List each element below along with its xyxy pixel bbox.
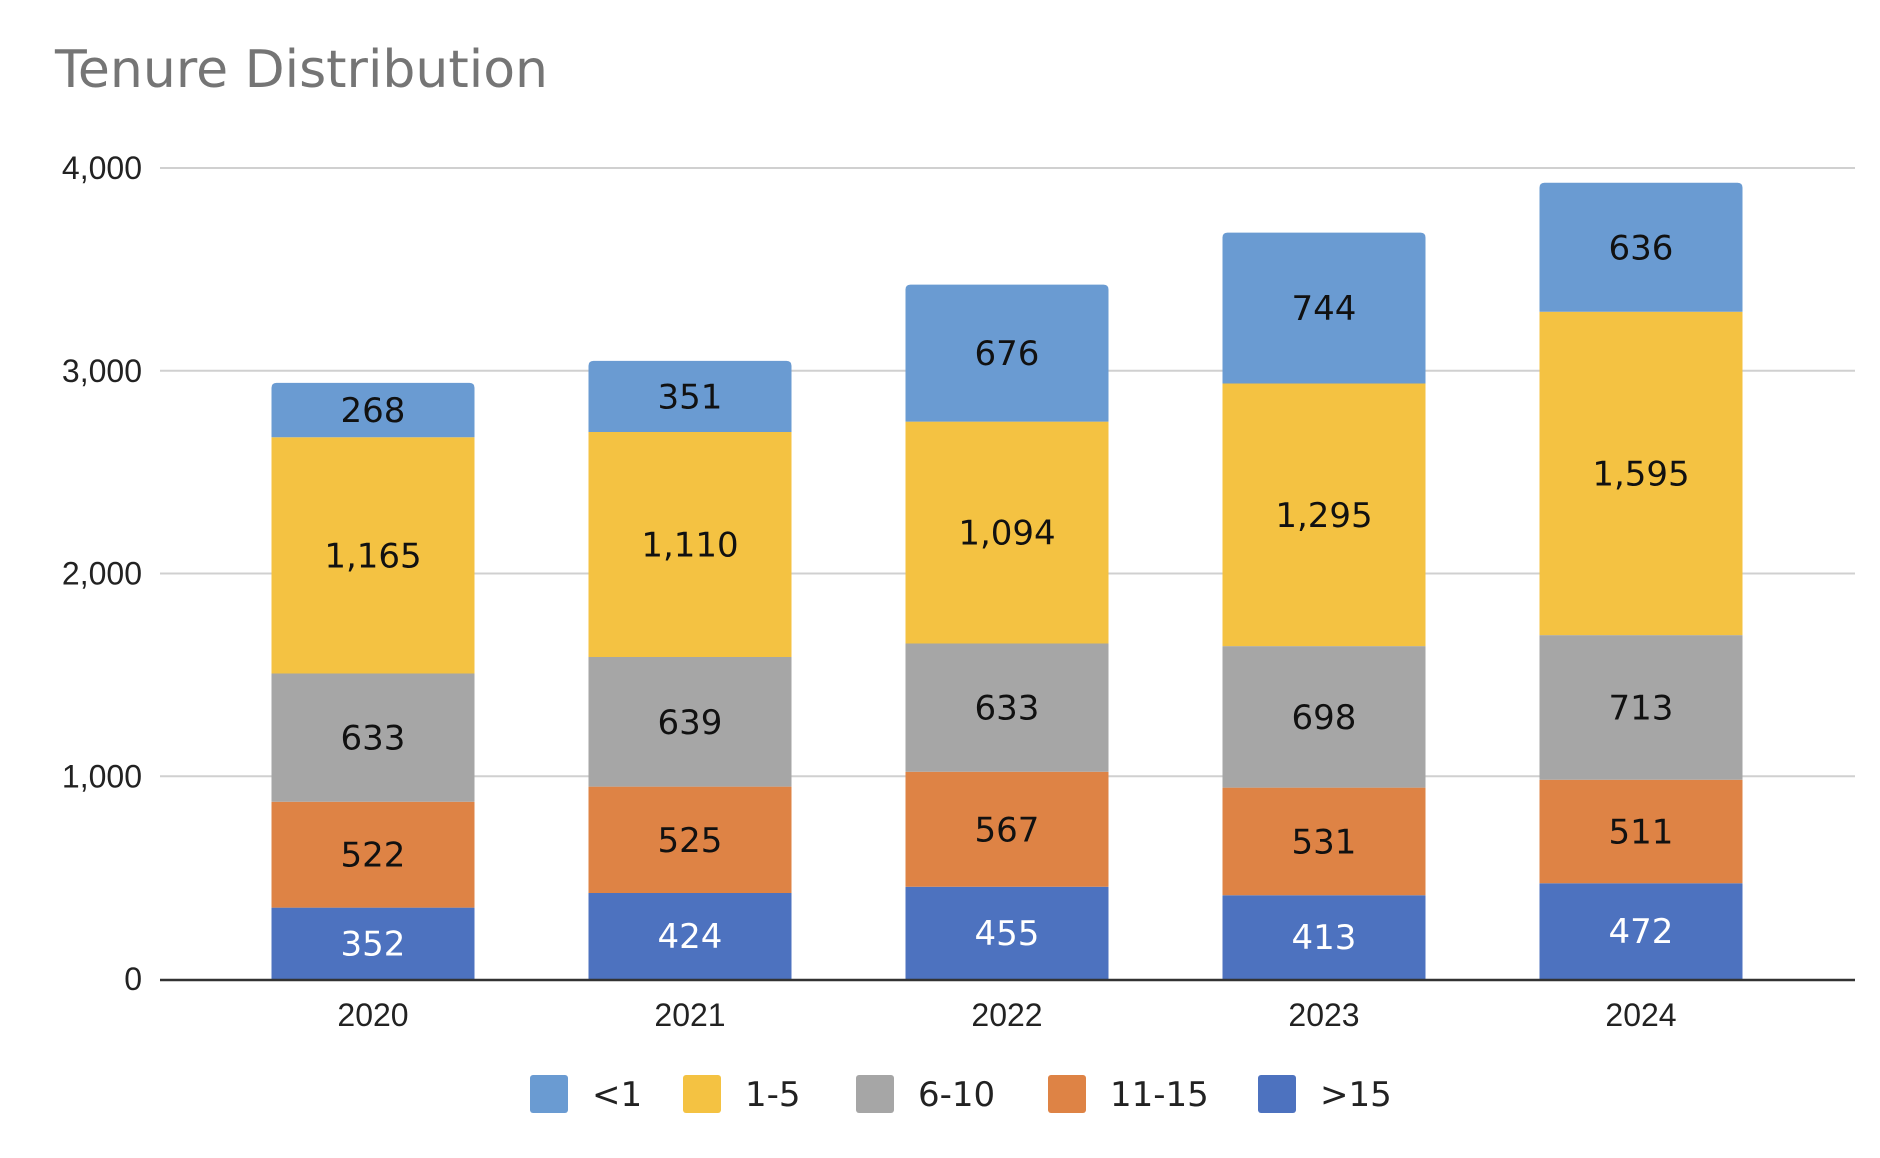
bar-segment	[271, 801, 475, 908]
x-axis: 2020 2021 2022 2023 2024	[160, 978, 1855, 1033]
bar-segment	[1539, 311, 1743, 636]
chart-title: Tenure Distribution	[55, 40, 548, 100]
bar-segment	[1222, 895, 1426, 979]
bar-segment	[1539, 883, 1743, 979]
legend-label: 1-5	[745, 1075, 801, 1115]
legend-swatch	[683, 1075, 721, 1113]
bar-segment	[905, 284, 1109, 422]
data-label: 636	[1609, 228, 1674, 268]
bar-segment	[588, 893, 792, 979]
bar-segment	[588, 657, 792, 787]
data-label: 522	[341, 836, 406, 876]
bar-segment	[905, 421, 1109, 644]
bar-segment	[1539, 182, 1743, 312]
bar-segment	[271, 673, 475, 802]
data-label: 1,165	[324, 536, 421, 576]
legend-label: <1	[592, 1075, 642, 1115]
legend-swatch	[1048, 1075, 1086, 1113]
data-label: 1,295	[1275, 496, 1372, 536]
x-tick-label: 2023	[1288, 997, 1359, 1033]
data-label: 1,094	[958, 514, 1055, 554]
legend: <1 1-5 6-10 11-15 >15	[530, 1075, 1392, 1115]
legend-swatch	[530, 1075, 568, 1113]
bar-segment	[905, 771, 1109, 887]
bar-segment	[588, 786, 792, 894]
x-tick-label: 2021	[654, 997, 725, 1033]
data-label: 413	[1292, 918, 1357, 958]
data-label: 633	[341, 719, 406, 759]
legend-label: >15	[1320, 1075, 1392, 1115]
y-tick-label: 2,000	[62, 556, 142, 592]
bar-segment	[588, 360, 792, 432]
legend-label: 6-10	[918, 1075, 995, 1115]
data-label: 1,595	[1592, 454, 1689, 494]
bar-segment	[271, 382, 475, 438]
data-label: 352	[341, 924, 406, 964]
bar-segment	[1539, 779, 1743, 884]
bar-segment	[1222, 646, 1426, 788]
bars: 352 522 633 1,165 268 424 525 639 1,110 351 455 567…	[271, 182, 1743, 979]
bar-segment	[1222, 232, 1426, 384]
bar-segment	[1222, 787, 1426, 896]
data-label: 525	[658, 821, 723, 861]
bar-segment	[905, 886, 1109, 979]
data-label: 744	[1292, 289, 1357, 329]
data-label: 455	[975, 914, 1040, 954]
data-label: 424	[658, 917, 723, 957]
data-label: 633	[975, 689, 1040, 729]
y-tick-label: 4,000	[62, 150, 142, 186]
data-label: 698	[1292, 698, 1357, 738]
data-label: 351	[658, 377, 723, 417]
y-tick-label: 1,000	[62, 758, 142, 794]
data-label: 472	[1609, 912, 1674, 952]
bar-segment	[271, 437, 475, 674]
data-label: 639	[658, 703, 723, 743]
data-label: 268	[341, 391, 406, 431]
legend-swatch	[1258, 1075, 1296, 1113]
data-label: 713	[1609, 688, 1674, 728]
x-tick-label: 2022	[971, 997, 1042, 1033]
legend-label: 11-15	[1110, 1075, 1209, 1115]
legend-swatch	[856, 1075, 894, 1113]
x-tick-label: 2024	[1605, 997, 1676, 1033]
data-label: 1,110	[641, 526, 738, 566]
data-label: 511	[1609, 812, 1674, 852]
data-label: 676	[975, 334, 1040, 374]
bar-segment	[588, 431, 792, 658]
bar-segment	[1222, 383, 1426, 647]
x-tick-label: 2020	[337, 997, 408, 1033]
bar-segment	[1539, 635, 1743, 780]
y-axis: 0 1,000 2,000 3,000 4,000	[62, 150, 142, 997]
data-label: 567	[975, 810, 1040, 850]
y-tick-label: 0	[124, 961, 142, 997]
bar-segment	[271, 907, 475, 979]
bar-segment	[905, 643, 1109, 772]
data-label: 531	[1292, 822, 1357, 862]
y-tick-label: 3,000	[62, 353, 142, 389]
